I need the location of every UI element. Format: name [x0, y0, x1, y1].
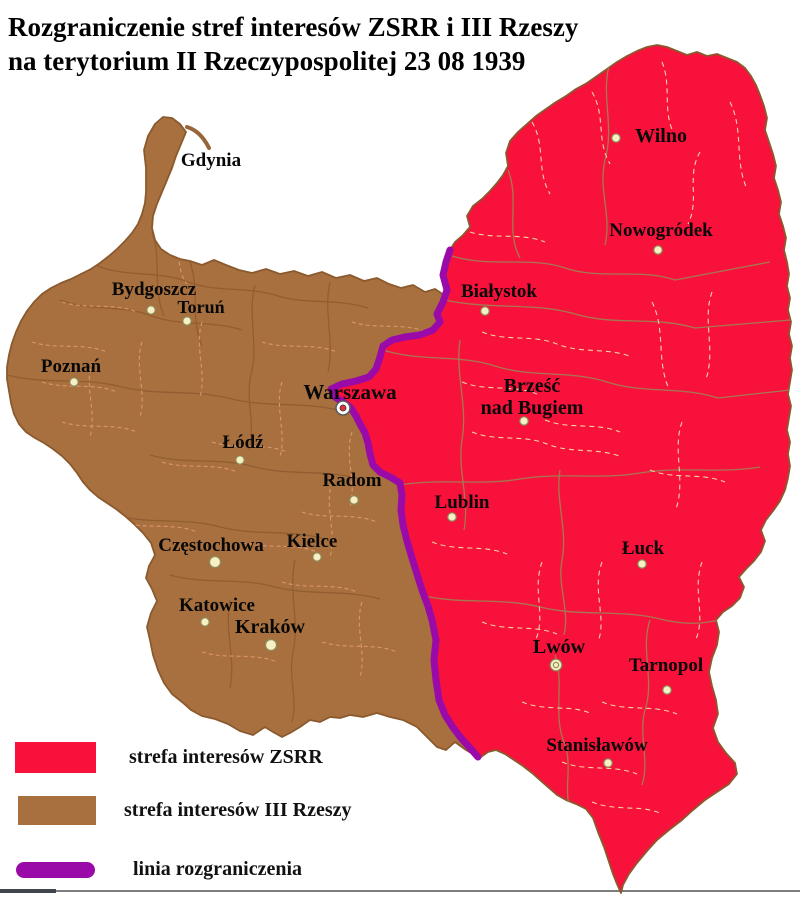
- red-zone-internal-borders: [382, 61, 791, 816]
- city-lwow: Lwów: [533, 636, 586, 672]
- city-label-lwow: Lwów: [533, 636, 586, 658]
- city-label-poznan: Poznań: [41, 356, 102, 377]
- city-bydgoszcz: Bydgoszcz: [112, 279, 197, 315]
- city-marker-czestochowa: [208, 555, 222, 569]
- city-marker-wilno: [611, 133, 621, 143]
- city-torun: Toruń: [177, 297, 225, 326]
- city-marker-torun: [182, 316, 192, 326]
- city-marker-uck: [637, 559, 647, 569]
- city-lublin: Lublin: [435, 492, 490, 522]
- city-uck: Łuck: [622, 538, 665, 569]
- city-marker-katowice: [200, 617, 210, 627]
- city-marker-bialystok: [480, 306, 490, 316]
- city-marker-kielce: [312, 552, 322, 562]
- city-marker-tarnopol: [662, 685, 672, 695]
- city-label-lublin: Lublin: [435, 492, 490, 513]
- city-label-radom: Radom: [322, 470, 381, 491]
- demarcation-line: [327, 246, 482, 761]
- hel-peninsula: [185, 125, 211, 150]
- city-krakow: Kraków: [235, 616, 306, 652]
- title-line-2: na terytorium II Rzeczypospolitej 23 08 …: [8, 46, 526, 76]
- city-marker-lublin: [447, 512, 457, 522]
- city-label-wilno: Wilno: [635, 125, 687, 147]
- city-poznan: Poznań: [41, 356, 102, 387]
- city-warszawa: Warszawa: [303, 380, 397, 416]
- city-label-nowogrodek: Nowogródek: [609, 220, 713, 241]
- city-marker-radom: [349, 495, 359, 505]
- city-nowogrodek: Nowogródek: [609, 220, 713, 255]
- city-brzesc-nad-bugiem: Brześć nad Bugiem: [481, 375, 584, 426]
- city-marker-brzesc-nad-bugiem: [519, 416, 529, 426]
- city-wilno: Wilno: [611, 125, 687, 147]
- city-label-bydgoszcz: Bydgoszcz: [112, 279, 197, 300]
- city-layer: GdyniaWilnoNowogródekBiałystokBydgoszczT…: [41, 125, 713, 768]
- city-tarnopol: Tarnopol: [629, 655, 703, 695]
- city-label-krakow: Kraków: [235, 616, 306, 638]
- city-odz: Łódź: [222, 432, 264, 465]
- city-katowice: Katowice: [179, 595, 255, 627]
- city-label-czestochowa: Częstochowa: [158, 535, 264, 556]
- city-label-stanislawow: Stanisławów: [546, 735, 648, 756]
- city-marker-stanislawow: [603, 758, 613, 768]
- city-marker-lwow: [549, 658, 563, 672]
- zone-ussr-sphere: [330, 44, 793, 894]
- city-label-warszawa: Warszawa: [303, 380, 397, 404]
- city-marker-krakow: [264, 638, 278, 652]
- title-line-1: Rozgraniczenie stref interesów ZSRR i II…: [8, 12, 579, 42]
- city-label-gdynia: Gdynia: [181, 150, 242, 171]
- city-marker-bydgoszcz: [146, 305, 156, 315]
- bottom-rule-dark-segment: [0, 889, 56, 893]
- city-label-torun: Toruń: [177, 297, 224, 317]
- city-label-tarnopol: Tarnopol: [629, 655, 703, 676]
- city-kielce: Kielce: [287, 531, 338, 562]
- city-label-bialystok: Białystok: [461, 281, 537, 302]
- city-marker-odz: [235, 455, 245, 465]
- city-label-uck: Łuck: [622, 538, 665, 559]
- city-radom: Radom: [322, 470, 382, 505]
- city-label-odz: Łódź: [222, 432, 264, 453]
- city-gdynia: Gdynia: [181, 150, 242, 171]
- city-marker-warszawa: [335, 400, 351, 416]
- city-czestochowa: Częstochowa: [158, 535, 264, 569]
- bottom-rule-line: [0, 890, 800, 892]
- city-label-kielce: Kielce: [287, 531, 338, 552]
- city-label-brzesc-nad-bugiem: Brześć nad Bugiem: [481, 375, 584, 419]
- map-title: Rozgraniczenie stref interesów ZSRR i II…: [8, 10, 578, 78]
- city-marker-nowogrodek: [653, 245, 663, 255]
- city-bialystok: Białystok: [461, 281, 537, 316]
- city-stanislawow: Stanisławów: [546, 735, 648, 768]
- city-marker-poznan: [69, 377, 79, 387]
- city-label-katowice: Katowice: [179, 595, 255, 616]
